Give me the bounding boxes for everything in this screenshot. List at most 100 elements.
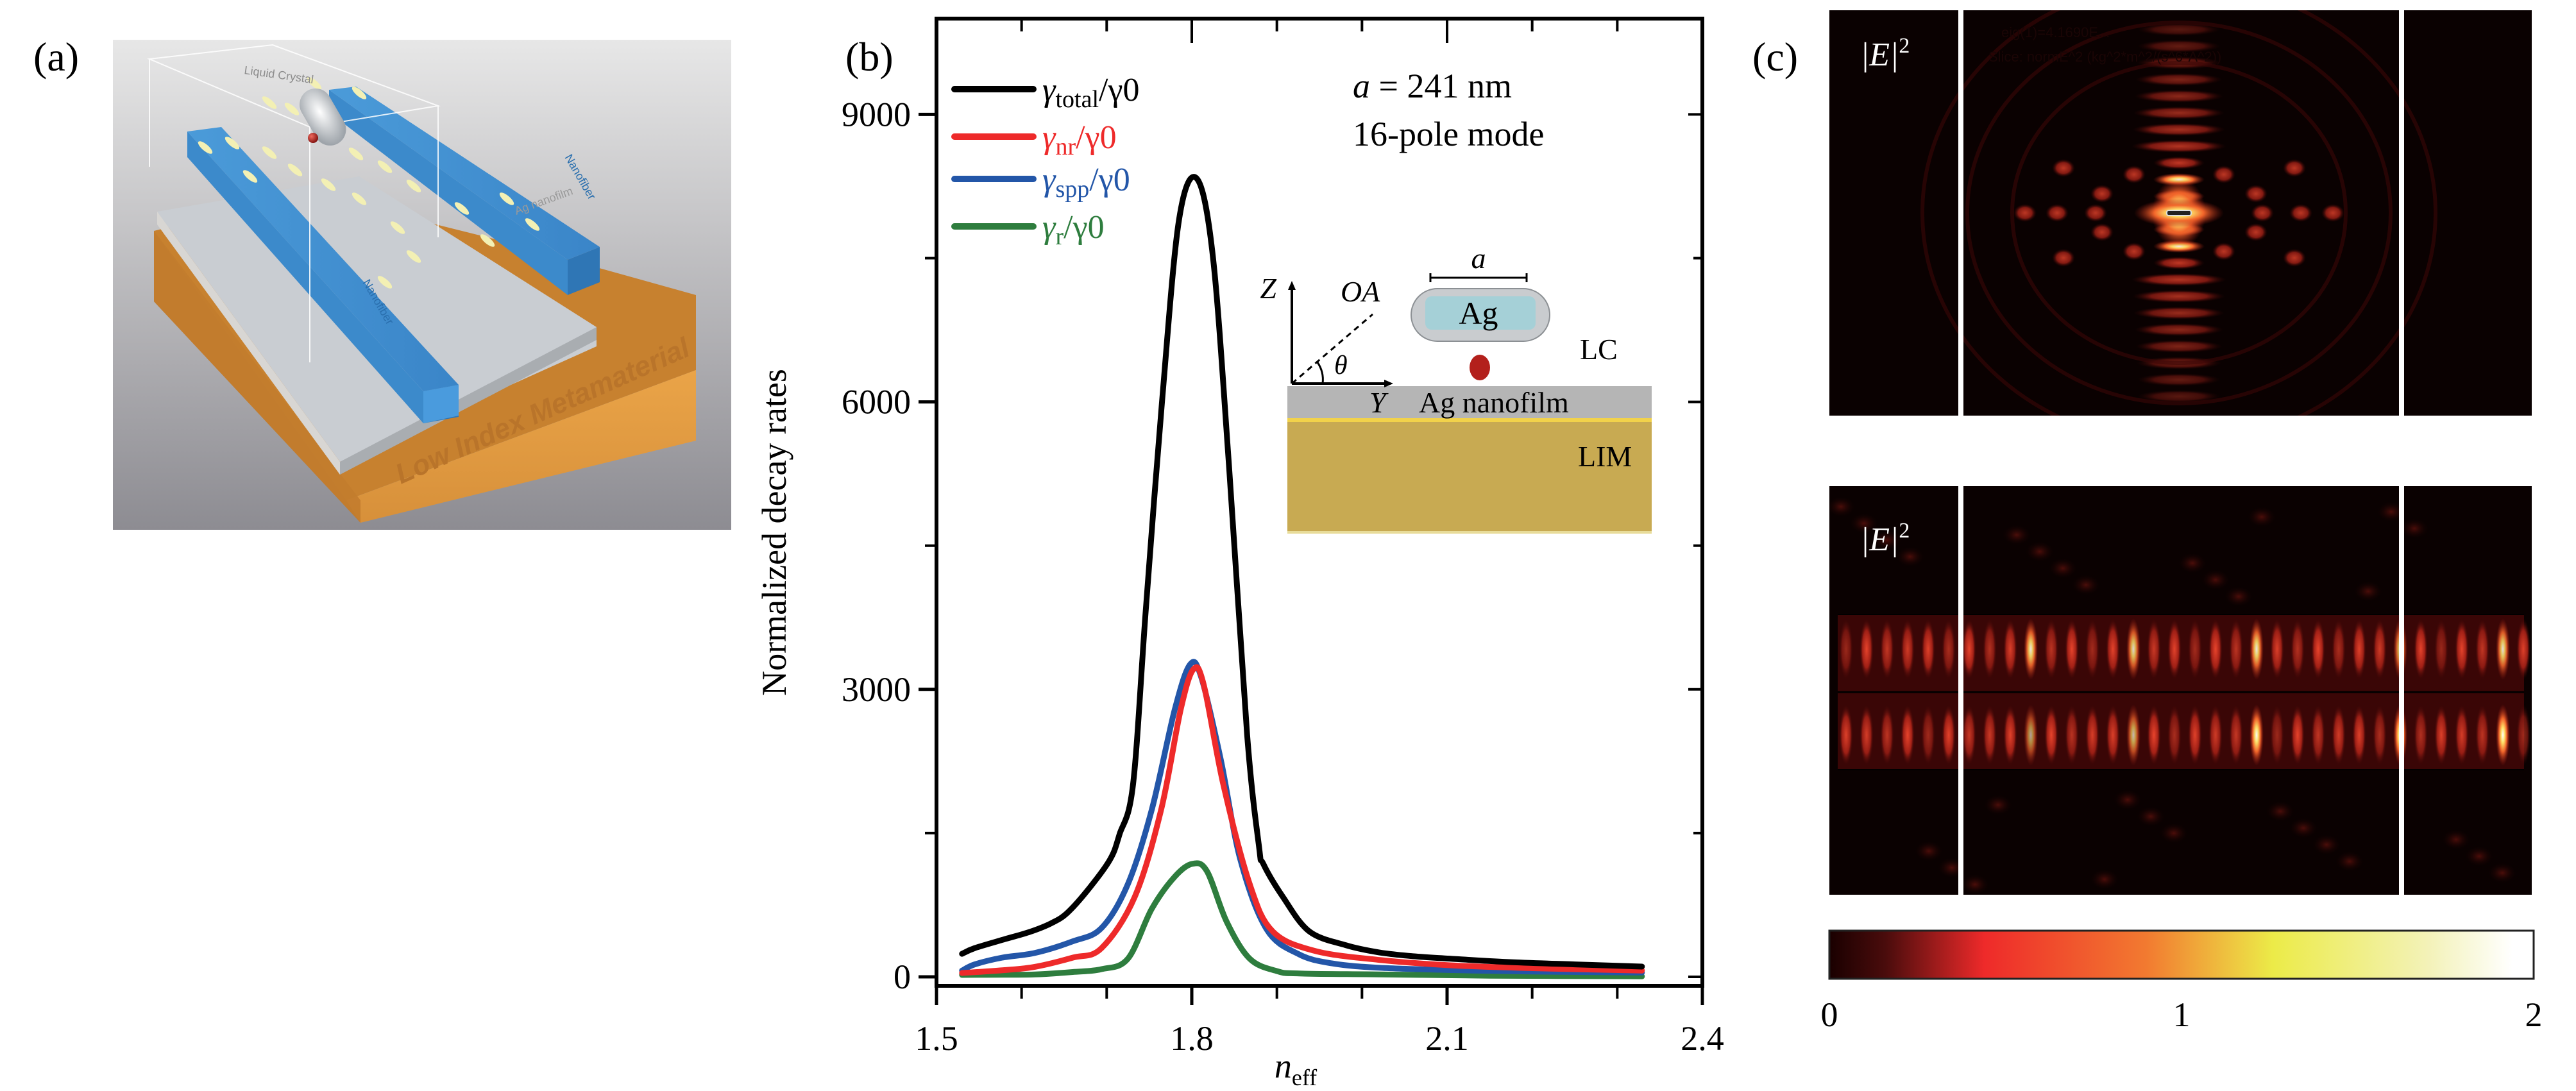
field-stripe <box>2126 618 2140 680</box>
inset-ag-film <box>1287 386 1652 418</box>
inset-film-label: Ag nanofilm <box>1419 386 1569 419</box>
legend-label-spp: γspp/γ0 <box>1042 162 1130 203</box>
field-stripe <box>2106 704 2120 766</box>
field-stripe <box>1921 704 1935 766</box>
chart-series <box>959 174 1645 979</box>
field-noise <box>2442 829 2470 850</box>
field-lobe <box>2132 123 2226 136</box>
ag-nanorod <box>300 88 346 146</box>
annotation-var: a <box>1353 67 1370 105</box>
field-stripe <box>2434 704 2448 766</box>
field-lobe <box>2132 290 2226 303</box>
field-side-lobe <box>2283 249 2306 267</box>
annotation-mode: 16-pole mode <box>1353 115 1544 153</box>
field-lobe <box>2134 90 2224 103</box>
field-stripe <box>2085 704 2099 766</box>
field-stripe <box>2291 618 2305 680</box>
field-stripe <box>2475 618 2489 680</box>
panel-b-label: (b) <box>845 34 894 80</box>
field-stripe <box>2311 704 2325 766</box>
field-stripe <box>2085 618 2099 680</box>
inset-oa-label: OA <box>1341 275 1380 308</box>
field-stripe <box>1901 704 1915 766</box>
field-stripe <box>1942 704 1956 766</box>
x-tick-label: 2.4 <box>1681 1019 1724 1058</box>
field-stripe <box>2496 618 2510 680</box>
field-noise <box>2160 823 2188 843</box>
field-noise <box>1961 874 1989 895</box>
field-noise <box>2090 869 2119 890</box>
field-side-lobe <box>2244 223 2267 241</box>
field-lobe <box>2133 307 2224 319</box>
colorbar-tick-labels: 0 1 2 <box>1821 995 2543 1034</box>
field-stripe <box>1962 618 1976 680</box>
field-stripe <box>2229 618 2243 680</box>
field-stripe <box>2208 618 2223 680</box>
field-stripe <box>2352 618 2366 680</box>
field-lobe <box>2131 273 2226 286</box>
field-stripe <box>1942 618 1956 680</box>
field-lobe <box>2135 340 2223 353</box>
field-stripe <box>2270 704 2284 766</box>
inset-lc-label: LC <box>1580 333 1618 366</box>
field-stripe <box>2414 618 2428 680</box>
field-stripe <box>2065 704 2079 766</box>
field-stripe <box>2516 618 2530 680</box>
field-side-lobe <box>2090 223 2114 241</box>
field-noise <box>1984 795 2012 815</box>
field-side-lobe <box>2212 242 2235 260</box>
field-stripe <box>2167 704 2182 766</box>
field-noise <box>2003 525 2031 545</box>
field-stripe <box>2208 704 2223 766</box>
field-stripe <box>2496 704 2510 766</box>
field-stripe <box>2516 704 2530 766</box>
panel-c-label: (c) <box>1752 34 1799 80</box>
inset-a-label: a <box>1471 242 1486 275</box>
field-side-lobe <box>2046 204 2069 222</box>
field-noise <box>1829 496 1855 517</box>
top-map-divider-left <box>1958 10 1963 416</box>
field-stripe <box>2455 618 2469 680</box>
field-noise <box>1850 513 1878 534</box>
field-lobe <box>2153 257 2205 269</box>
field-side-lobe <box>2283 159 2306 177</box>
inset-ag-rod-core <box>1425 296 1536 330</box>
field-side-lobe <box>2251 204 2274 222</box>
field-map-bottom <box>1829 486 2532 895</box>
annotation-length: a = 241 nm <box>1353 67 1512 105</box>
inset-theta-label: θ <box>1334 351 1348 380</box>
field-stripe <box>2024 618 2038 680</box>
field-ring <box>1965 21 2393 405</box>
field-noise <box>2465 846 2493 867</box>
field-lobe <box>2137 40 2221 53</box>
inset-angle-arc <box>1316 362 1324 384</box>
colorbar-tick-label: 1 <box>2173 995 2190 1034</box>
field-stripe <box>2332 704 2346 766</box>
field-stripe <box>2352 704 2366 766</box>
field-side-lobe <box>2289 204 2312 222</box>
field-stripe <box>2373 704 2387 766</box>
field-noise <box>2377 502 2405 522</box>
y-tick-label: 3000 <box>842 670 911 709</box>
y-tick-label: 9000 <box>842 95 911 133</box>
field-stripe <box>2188 618 2202 680</box>
y-tick-label: 6000 <box>842 383 911 421</box>
top-map-label-exp: 2 <box>1899 34 1910 58</box>
field-stripe <box>2475 704 2489 766</box>
field-stripe <box>2332 618 2346 680</box>
field-side-lobe <box>2013 204 2037 222</box>
inset-substrate-bottom-edge <box>1287 531 1652 534</box>
field-stripe <box>1901 618 1915 680</box>
field-ring <box>2010 61 2348 365</box>
field-stripe <box>1880 618 1894 680</box>
field-lobe <box>2133 106 2224 119</box>
top-map-label-base: |E| <box>1860 37 1899 73</box>
liquid-crystal-molecules <box>198 77 540 289</box>
field-stripe <box>1921 618 1935 680</box>
field-lobe <box>2131 140 2226 153</box>
field-noise <box>2072 575 2100 595</box>
field-stripe <box>2250 618 2264 680</box>
field-noise <box>2354 581 2382 602</box>
